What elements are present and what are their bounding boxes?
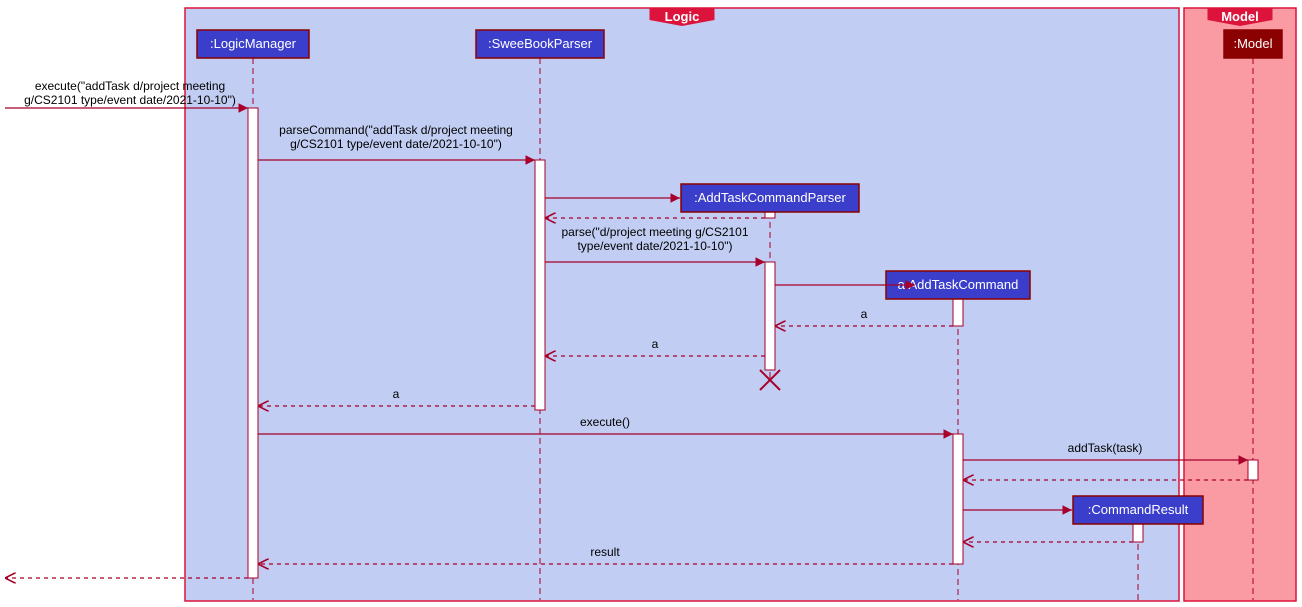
activation-atc-5 (953, 434, 963, 564)
message-label-1-1: g/CS2101 type/event date/2021-10-10") (290, 137, 502, 151)
activation-sbp-1 (535, 160, 545, 410)
message-label-6-0: a (861, 307, 868, 321)
message-0: execute("addTask d/project meetingg/CS21… (5, 79, 248, 108)
participant-cr: :CommandResult (1073, 496, 1203, 524)
participant-label-atc: a:AddTaskCommand (898, 277, 1019, 292)
message-label-1-0: parseCommand("addTask d/project meeting (279, 123, 513, 137)
message-label-4-1: type/event date/2021-10-10") (577, 239, 732, 253)
message-label-9-0: execute() (580, 415, 630, 429)
region-logic: Logic (185, 8, 1179, 601)
participant-mdl: :Model (1224, 30, 1282, 58)
message-label-8-0: a (393, 387, 400, 401)
participant-label-cr: :CommandResult (1088, 502, 1189, 517)
participant-label-atcp: :AddTaskCommandParser (694, 190, 846, 205)
message-label-10-0: addTask(task) (1068, 441, 1143, 455)
activation-atcp-3 (765, 262, 775, 370)
participant-sbp: :SweeBookParser (476, 30, 604, 58)
participant-label-lm: :LogicManager (210, 36, 297, 51)
message-label-4-0: parse("d/project meeting g/CS2101 (561, 225, 748, 239)
message-label-7-0: a (652, 337, 659, 351)
participant-lm: :LogicManager (197, 30, 309, 58)
message-label-0-1: g/CS2101 type/event date/2021-10-10") (24, 93, 236, 107)
region-title-model: Model (1221, 9, 1259, 24)
participant-label-sbp: :SweeBookParser (488, 36, 593, 51)
participant-atcp: :AddTaskCommandParser (681, 184, 859, 212)
activation-mdl-6 (1248, 460, 1258, 480)
participant-label-mdl: :Model (1233, 36, 1272, 51)
activation-lm-0 (248, 108, 258, 578)
message-label-0-0: execute("addTask d/project meeting (35, 79, 225, 93)
message-label-14-0: result (590, 545, 620, 559)
sequence-diagram: Logic Model :LogicManager :SweeBookParser :A… (0, 0, 1302, 607)
region-title-logic: Logic (665, 9, 700, 24)
